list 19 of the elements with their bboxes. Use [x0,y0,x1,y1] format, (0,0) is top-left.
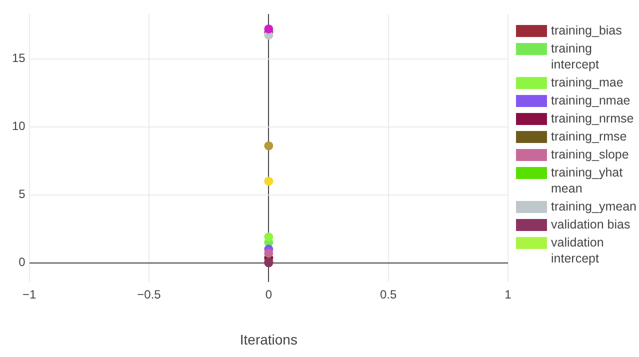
legend-label: training_rmse [551,129,627,144]
legend-label: validation intercept [551,235,604,266]
legend-label: training_ymean [551,199,637,214]
legend-label: training_bias [551,23,622,38]
x-axis-title: Iterations [240,331,298,348]
y-tick-label: 15 [12,51,26,66]
legend-label: training_slope [551,147,629,162]
x-tick-label: 0 [265,287,272,302]
y-tick-label: 5 [18,187,26,202]
x-tick-label: 0.5 [380,287,397,302]
legend-label: validation bias [551,217,630,232]
legend-label: training_mae [551,75,624,90]
legend-label: training_nrmse [551,111,634,126]
x-tick-label: 1 [504,287,512,302]
y-tick-label: 0 [18,255,26,270]
y-tick-label: 10 [12,119,26,134]
legend-label: training_nmae [551,93,630,108]
x-tick-label: −0.5 [137,287,162,302]
x-tick-label: −1 [22,287,37,302]
